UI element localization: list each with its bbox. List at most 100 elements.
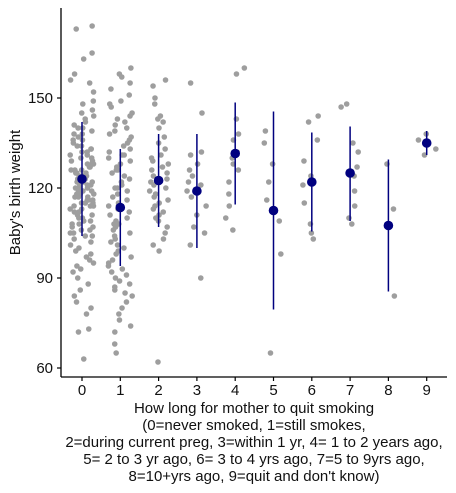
raw-point	[113, 167, 120, 173]
raw-point	[301, 200, 308, 206]
raw-point	[112, 122, 119, 128]
raw-point	[188, 194, 195, 200]
raw-point	[165, 197, 171, 203]
raw-point	[162, 146, 168, 152]
x-tick-label: 9	[423, 382, 431, 399]
x-tick-label: 1	[116, 382, 124, 399]
raw-point	[86, 257, 93, 263]
raw-point	[146, 188, 153, 194]
raw-point	[76, 221, 82, 227]
raw-point	[199, 110, 205, 116]
raw-point	[108, 239, 114, 245]
raw-point	[80, 101, 86, 107]
raw-point	[155, 359, 161, 365]
raw-point	[89, 212, 95, 218]
raw-point	[88, 239, 94, 245]
raw-point	[109, 194, 116, 200]
raw-point	[184, 188, 190, 194]
raw-point	[113, 251, 119, 257]
raw-point	[105, 203, 112, 209]
raw-point	[109, 170, 115, 176]
mean-point	[77, 174, 87, 184]
mean-point	[268, 205, 279, 216]
x-tick-label: 5	[269, 382, 277, 399]
raw-point	[226, 203, 233, 209]
raw-point	[391, 293, 398, 299]
raw-point	[67, 152, 74, 158]
raw-point	[74, 275, 81, 281]
raw-point	[263, 197, 270, 203]
raw-point	[127, 80, 133, 86]
raw-point	[90, 203, 97, 209]
raw-point	[165, 161, 172, 167]
raw-point	[123, 272, 130, 278]
summary-layer	[77, 102, 432, 310]
raw-point	[116, 278, 123, 284]
raw-point	[162, 77, 169, 83]
x-axis-title-line: 5= 2 to 3 yr ago, 6= 3 to 4 yrs ago, 7=5…	[83, 451, 424, 468]
raw-point	[68, 158, 75, 164]
raw-point	[70, 269, 76, 275]
x-axis-title: How long for mother to quit smoking (0=ne…	[65, 400, 442, 485]
raw-point	[116, 317, 123, 323]
raw-point	[351, 188, 358, 194]
raw-point	[80, 356, 87, 362]
raw-point	[226, 179, 232, 185]
raw-point	[114, 242, 121, 248]
raw-point	[75, 329, 82, 335]
x-tick-label: 8	[384, 382, 392, 399]
y-tick-label: 150	[28, 90, 53, 107]
x-tick-label: 7	[346, 382, 354, 399]
raw-point	[187, 152, 194, 158]
raw-point	[80, 56, 87, 62]
raw-point	[233, 71, 240, 77]
raw-point	[70, 230, 77, 236]
raw-point	[355, 149, 362, 155]
y-axis-title: Baby's birth weight	[7, 129, 24, 255]
raw-point	[78, 110, 85, 116]
raw-point	[126, 209, 133, 215]
raw-point	[343, 101, 350, 107]
raw-point	[72, 248, 79, 254]
raw-point	[127, 113, 133, 119]
x-tick-label: 6	[308, 382, 316, 399]
raw-point	[150, 173, 157, 179]
raw-point	[189, 173, 196, 179]
raw-point	[155, 116, 161, 122]
raw-point	[349, 221, 355, 227]
mean-point	[345, 168, 355, 178]
raw-point	[112, 329, 118, 335]
raw-point	[198, 182, 204, 188]
raw-point	[159, 164, 166, 170]
raw-point	[164, 224, 170, 230]
raw-point	[160, 209, 167, 215]
raw-point	[197, 275, 204, 281]
mean-point	[115, 202, 126, 213]
raw-point	[75, 125, 81, 131]
raw-point	[77, 287, 84, 293]
raw-point	[126, 176, 133, 182]
raw-point	[315, 113, 321, 119]
raw-point	[118, 74, 125, 80]
raw-point	[222, 215, 229, 221]
raw-point	[118, 98, 124, 104]
raw-point	[351, 203, 358, 209]
raw-point	[71, 236, 77, 242]
raw-point	[108, 86, 114, 92]
raw-point	[83, 311, 90, 317]
raw-point	[112, 236, 119, 242]
raw-point	[267, 350, 274, 356]
raw-point	[85, 281, 91, 287]
raw-point	[276, 218, 283, 224]
raw-point	[87, 227, 93, 233]
raw-point	[230, 227, 236, 233]
raw-point	[203, 203, 209, 209]
raw-point	[123, 299, 130, 305]
raw-point	[127, 323, 134, 329]
raw-point	[86, 164, 93, 170]
raw-point	[305, 119, 312, 125]
raw-point	[152, 95, 158, 101]
mean-point	[153, 175, 164, 186]
raw-point	[86, 80, 93, 86]
